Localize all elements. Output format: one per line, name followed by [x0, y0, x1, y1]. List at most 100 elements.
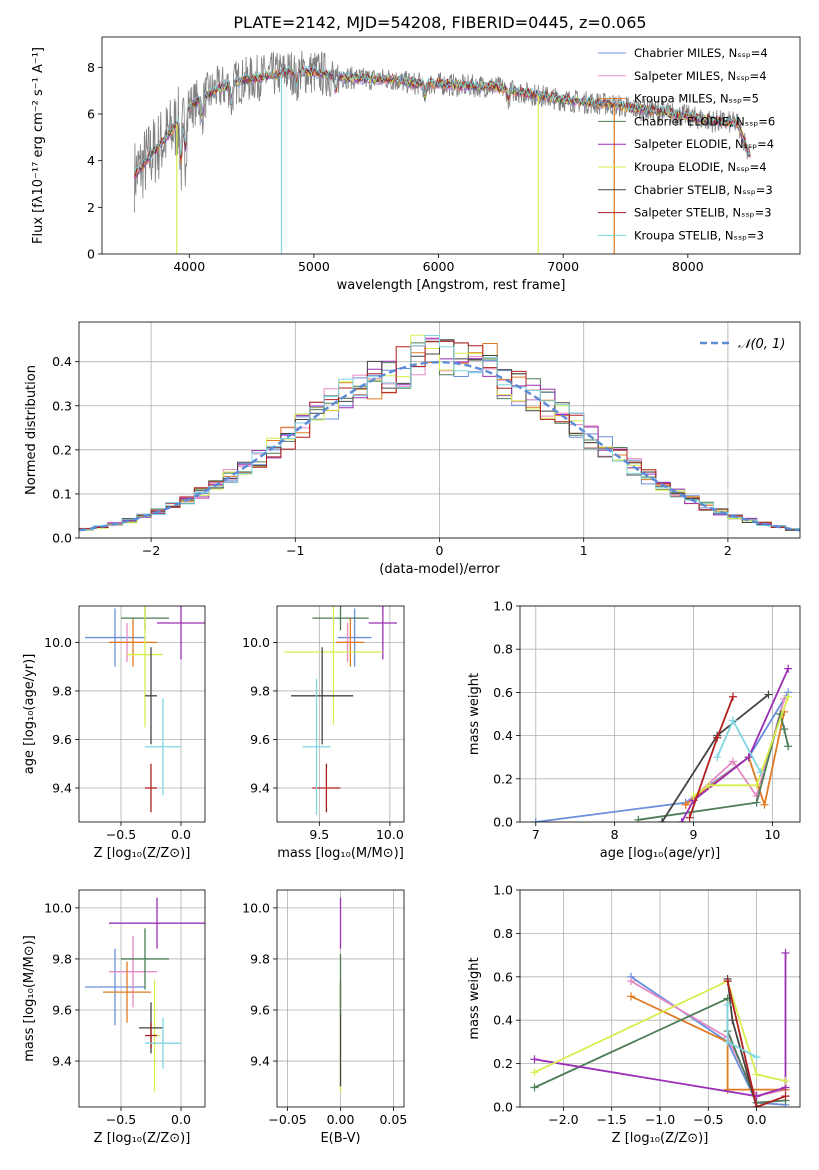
- data-point: [752, 1070, 761, 1079]
- y-axis-label: mass weight: [467, 957, 482, 1039]
- y-axis-label: Normed distribution: [24, 365, 39, 495]
- y-tick-label: 0.2: [493, 1056, 513, 1071]
- data-point: [728, 1016, 737, 1025]
- x-tick-label: 0.0: [747, 1112, 767, 1127]
- x-tick-label: 5000: [298, 259, 330, 274]
- histogram-step: [79, 335, 800, 531]
- data-point: [752, 1103, 761, 1107]
- axes-frame: [78, 321, 801, 539]
- y-tick-label: 0.6: [493, 685, 513, 700]
- y-tick-label: 9.6: [52, 732, 72, 747]
- data-point: [627, 977, 636, 986]
- data-point: [760, 800, 769, 809]
- data-point: [728, 692, 737, 701]
- axes-frame: [276, 889, 405, 1108]
- legend-entry: Kroupa STELIB, Nₛₛₚ=3: [634, 228, 764, 242]
- y-tick-label: 0.4: [52, 354, 72, 369]
- y-tick-label: 1.0: [493, 599, 513, 614]
- data-point: [764, 690, 773, 699]
- y-tick-label: 2: [87, 200, 95, 215]
- chart-1: −2 −1 0 1 2 0.0 0.1 0.2 0.3 0.4 (data-model)/error…: [24, 321, 801, 577]
- data-point: [681, 800, 690, 809]
- y-tick-label: 9.8: [52, 683, 72, 698]
- weight-line: [688, 696, 734, 818]
- weight-line: [630, 995, 786, 1091]
- data-point: [530, 1055, 539, 1064]
- legend-entry: Chabrier ELODIE, Nₛₛₚ=6: [634, 114, 775, 128]
- data-point: [752, 798, 761, 807]
- normal-reference-curve: [79, 360, 800, 532]
- y-tick-label: 9.4: [250, 781, 270, 796]
- y-tick-label: 0.0: [493, 815, 513, 830]
- chart-6: −0.05 0.00 0.05 9.4 9.6 9.8 10.0 E(B-V): [242, 889, 407, 1146]
- x-tick-label: 0.05: [379, 1112, 407, 1127]
- x-tick-label: −0.5: [693, 1112, 723, 1127]
- x-axis-label: mass [log₁₀(M/M⊙)]: [277, 846, 404, 861]
- legend-entry: Chabrier MILES, Nₛₛₚ=4: [634, 46, 768, 60]
- plot-area: [85, 897, 205, 1092]
- y-axis-label: Flux [fλ10⁻¹⁷ erg cm⁻² s⁻¹ A⁻¹]: [31, 47, 46, 244]
- chart-7: −2.0 −1.5 −1.0 −0.5 0.0 0.0 0.2 0.4 0.6 0.8 1.0 Z […: [467, 883, 801, 1146]
- y-axis-label: mass [log₁₀(M/M⊙)]: [22, 935, 37, 1062]
- y-tick-label: 6: [87, 107, 95, 122]
- chart-2: −0.5 0.0 9.4 9.6 9.8 10.0 Z [log₁₀(Z/Z⊙)] age […: [22, 605, 206, 861]
- x-tick-label: 10: [764, 827, 780, 842]
- chart-5: −0.5 0.0 9.4 9.6 9.8 10.0 Z [log₁₀(Z/Z⊙)] mass …: [22, 889, 206, 1146]
- x-axis-label: wavelength [Angstrom, rest frame]: [337, 278, 566, 293]
- data-point: [685, 813, 694, 822]
- data-point: [530, 1068, 539, 1077]
- y-tick-label: 8: [87, 60, 95, 75]
- x-axis-label: Z [log₁₀(Z/Z⊙)]: [94, 1131, 191, 1146]
- legend-entry: Kroupa ELODIE, Nₛₛₚ=4: [634, 160, 767, 174]
- x-tick-label: 7000: [547, 259, 579, 274]
- y-tick-label: 9.6: [52, 1002, 72, 1017]
- legend-entry: Kroupa MILES, Nₛₛₚ=5: [634, 92, 759, 106]
- data-point: [657, 818, 666, 822]
- spectrum-title: PLATE=2142, MJD=54208, FIBERID=0445, z=0…: [233, 13, 646, 32]
- y-tick-label: 9.6: [250, 1002, 270, 1017]
- plot-area: [531, 664, 793, 822]
- y-tick-label: 10.0: [242, 635, 270, 650]
- axes-frame: [276, 605, 405, 823]
- y-tick-label: 9.4: [250, 1054, 270, 1069]
- legend-entry: Chabrier STELIB, Nₛₛₚ=3: [634, 183, 773, 197]
- y-tick-label: 9.6: [250, 732, 270, 747]
- data-point: [780, 725, 789, 734]
- y-tick-label: 0.3: [52, 398, 72, 413]
- y-tick-label: 0.6: [493, 969, 513, 984]
- data-point: [627, 992, 636, 1001]
- x-axis-label: age [log₁₀(age/yr)]: [600, 846, 721, 861]
- plot-area: [85, 606, 205, 813]
- legend-entry: Salpeter MILES, Nₛₛₚ=4: [634, 69, 767, 83]
- weight-line: [692, 696, 790, 797]
- chart-4: 7 8 9 10 0.0 0.2 0.4 0.6 0.8 1.0 age [log₁₀(age/yr…: [467, 599, 801, 861]
- axes-frame: [78, 889, 206, 1108]
- data-point: [713, 753, 722, 762]
- x-tick-label: 0.0: [171, 827, 191, 842]
- legend-entry: 𝒩(0, 1): [738, 337, 785, 352]
- data-point: [531, 818, 540, 822]
- plot-area: [79, 334, 800, 532]
- y-tick-label: 10.0: [44, 900, 72, 915]
- data-point: [728, 716, 737, 725]
- data-point: [723, 1085, 732, 1094]
- x-tick-label: −0.05: [268, 1112, 306, 1127]
- y-tick-label: 0.1: [52, 486, 72, 501]
- x-axis-label: E(B-V): [320, 1131, 360, 1146]
- y-tick-label: 0.2: [493, 771, 513, 786]
- x-tick-label: 8: [611, 827, 619, 842]
- model-spectrum: [134, 66, 751, 175]
- y-tick-label: 0.8: [493, 926, 513, 941]
- y-tick-label: 9.4: [52, 781, 72, 796]
- x-tick-label: −0.5: [106, 827, 136, 842]
- x-tick-label: 7: [532, 827, 540, 842]
- chart-0: 4000 5000 6000 7000 8000 0 2 4 6 8 wavelength [Ang…: [31, 36, 801, 293]
- data-point: [713, 733, 722, 742]
- y-tick-label: 0.0: [52, 531, 72, 546]
- data-point: [784, 742, 793, 751]
- y-tick-label: 9.8: [250, 951, 270, 966]
- x-axis-label: Z [log₁₀(Z/Z⊙)]: [612, 1131, 709, 1146]
- y-tick-label: 0.4: [493, 1013, 513, 1028]
- data-point: [705, 781, 714, 790]
- weight-line: [534, 952, 787, 1098]
